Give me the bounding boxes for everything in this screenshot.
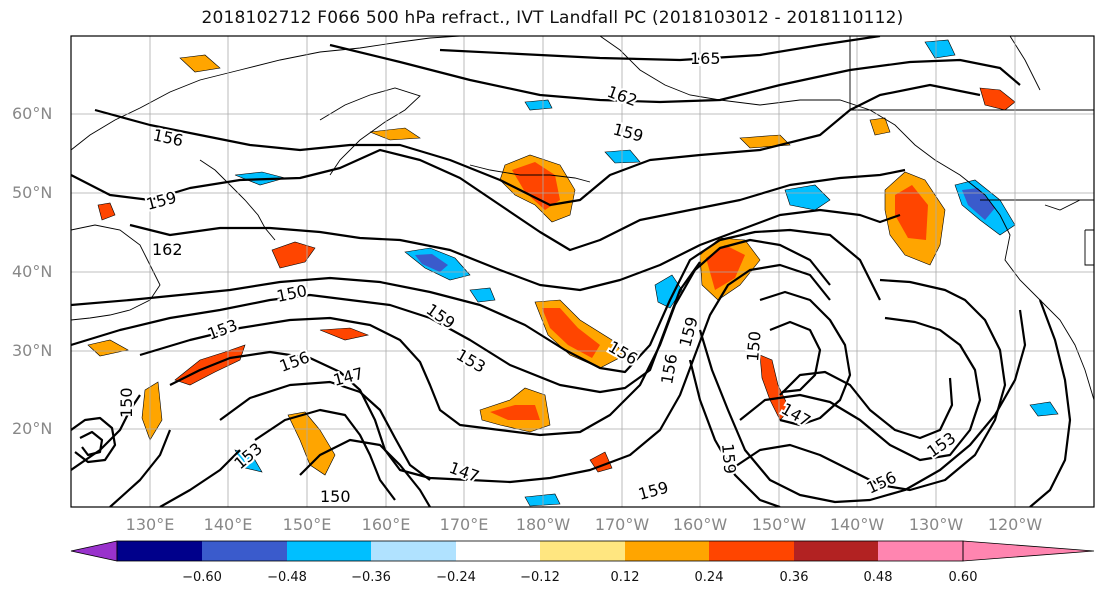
positive-anomaly: [97, 202, 116, 221]
positive-anomaly: [895, 185, 928, 240]
colorbar-segment: [202, 541, 287, 561]
map-frame: [70, 35, 1095, 508]
contour-label: 150: [117, 387, 136, 418]
negative-anomaly: [524, 493, 561, 507]
lon-label: 150°E: [282, 515, 332, 534]
contour-label: 159: [718, 443, 740, 475]
colorbar-segment: [371, 541, 456, 561]
colorbar-tick-label: −0.48: [267, 570, 307, 585]
lon-label: 160°E: [361, 515, 411, 534]
colorbar-extend-right: [962, 540, 1095, 562]
negative-anomaly: [524, 99, 553, 111]
lon-label: 140°W: [829, 515, 885, 534]
colorbar-tick-label: 0.48: [863, 570, 893, 585]
contour-labels: 165 162 159 156 159 162 150 153 159 153 …: [115, 47, 961, 508]
colorbar-segment: [287, 541, 371, 561]
positive-anomaly: [179, 54, 221, 73]
colorbar-segment: [878, 541, 963, 561]
height-contours: [71, 36, 1072, 507]
colorbar-segment: [117, 541, 202, 561]
positive-anomaly: [979, 87, 1016, 111]
map-background: [71, 36, 1094, 507]
lon-label: 180°W: [515, 515, 571, 534]
lon-label: 130°E: [125, 515, 175, 534]
negative-anomaly: [784, 184, 831, 211]
positive-anomaly: [141, 381, 163, 441]
lon-label: 120°W: [987, 515, 1043, 534]
positive-anomaly: [271, 241, 316, 269]
lat-label: 40°N: [12, 262, 53, 281]
colorbar-tick-label: 0.36: [779, 570, 809, 585]
positive-anomaly: [706, 245, 745, 290]
contour-label: 150: [320, 487, 351, 506]
colorbar-tick-label: 0.12: [610, 570, 640, 585]
colorbar-segment: [709, 541, 794, 561]
graticule: [71, 36, 1094, 507]
colorbar-segment: [540, 541, 625, 561]
positive-anomaly: [490, 405, 540, 420]
colorbar-tick-label: 0.60: [948, 570, 978, 585]
positive-anomaly: [542, 308, 600, 358]
contour-label: 162: [152, 240, 183, 259]
lat-label: 30°N: [12, 341, 53, 360]
figure-title: 2018102712 F066 500 hPa refract., IVT La…: [201, 8, 904, 28]
colorbar-extend-left: [70, 540, 118, 562]
colorbar-segment: [456, 541, 540, 561]
lon-label: 170°E: [439, 515, 489, 534]
lon-label: 130°W: [908, 515, 964, 534]
lon-label: 150°W: [751, 515, 807, 534]
negative-anomaly: [962, 188, 995, 220]
ivt-shading: [87, 39, 1059, 507]
positive-anomaly: [87, 339, 129, 357]
positive-anomaly: [319, 327, 370, 341]
positive-anomaly: [287, 411, 336, 476]
lon-label: 160°W: [672, 515, 728, 534]
lat-label: 50°N: [12, 183, 53, 202]
colorbar-segment: [625, 541, 709, 561]
positive-anomaly: [869, 117, 891, 136]
positive-anomaly: [512, 162, 560, 210]
contour-label: 150: [743, 330, 765, 362]
negative-anomaly: [234, 449, 263, 473]
colorbar-tick-label: −0.24: [436, 570, 476, 585]
lon-label: 140°E: [203, 515, 253, 534]
colorbar-tick-label: 0.24: [694, 570, 724, 585]
positive-anomaly: [759, 354, 791, 421]
negative-anomaly: [924, 39, 956, 59]
positive-anomaly: [369, 127, 421, 141]
negative-anomaly: [415, 254, 448, 272]
negative-anomaly: [1029, 401, 1059, 417]
contour-label: 165: [690, 49, 721, 68]
colorbar-tick-label: −0.60: [182, 570, 222, 585]
lon-label: 170°W: [594, 515, 650, 534]
negative-anomaly: [469, 287, 496, 303]
colorbar: [70, 540, 1095, 562]
lat-label: 60°N: [12, 104, 53, 123]
lat-label: 20°N: [12, 419, 53, 438]
colorbar-tick-label: −0.12: [520, 570, 560, 585]
colorbar-segment: [794, 541, 878, 561]
colorbar-tick-label: −0.36: [351, 570, 391, 585]
